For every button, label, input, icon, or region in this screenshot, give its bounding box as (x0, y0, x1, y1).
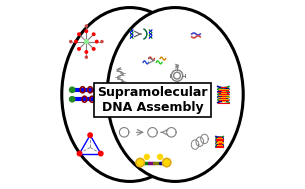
Circle shape (85, 56, 88, 58)
Circle shape (77, 151, 82, 156)
Circle shape (85, 25, 88, 27)
Circle shape (92, 33, 95, 36)
Circle shape (144, 154, 149, 159)
Circle shape (84, 40, 88, 43)
Circle shape (85, 30, 88, 33)
Ellipse shape (107, 8, 243, 181)
Circle shape (92, 48, 95, 50)
Circle shape (70, 87, 75, 92)
Circle shape (78, 33, 80, 36)
Circle shape (95, 40, 98, 43)
Circle shape (99, 151, 103, 156)
Circle shape (98, 87, 103, 92)
Circle shape (136, 158, 144, 167)
Circle shape (70, 97, 75, 102)
Circle shape (98, 97, 103, 102)
Circle shape (70, 40, 72, 43)
Circle shape (101, 40, 103, 43)
Ellipse shape (62, 8, 198, 181)
Circle shape (85, 51, 88, 53)
Circle shape (75, 40, 77, 43)
Text: Supramolecular
DNA Assembly: Supramolecular DNA Assembly (97, 86, 208, 114)
Circle shape (163, 158, 171, 167)
Circle shape (158, 154, 163, 159)
Circle shape (88, 133, 92, 137)
Circle shape (78, 48, 80, 50)
